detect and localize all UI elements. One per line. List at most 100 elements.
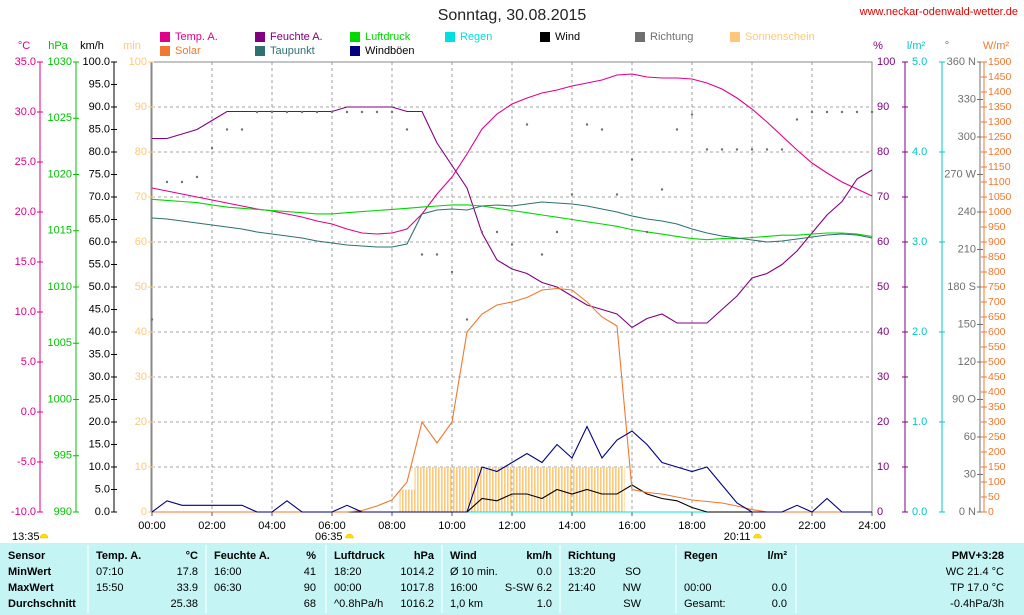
table-cell: hPa [414, 550, 435, 562]
table-cell: 06:30 [214, 582, 242, 594]
direction-dot [690, 113, 694, 116]
y-tick-label: 750 [988, 281, 1006, 293]
y-tick-label: 330 [958, 93, 976, 105]
axis-unit: hPa [48, 40, 68, 52]
table-cell: PMV+3:28 [952, 550, 1004, 562]
source-link[interactable]: www.neckar-odenwald-wetter.de [859, 6, 1018, 18]
y-tick-label: 1250 [988, 131, 1012, 143]
table-cell: Durchschnitt [8, 598, 76, 610]
table-cell: % [306, 550, 316, 562]
direction-dot [465, 318, 469, 321]
x-tick-label: 20:00 [738, 520, 766, 532]
direction-dot [720, 148, 724, 151]
table-cell: 0.0 [537, 566, 552, 578]
sunshine-bar [459, 467, 475, 512]
x-tick-label: 02:00 [198, 520, 226, 532]
direction-dot [705, 148, 709, 151]
table-cell: 00:00 [334, 582, 362, 594]
sunshine-bar [519, 467, 535, 512]
y-tick-label: 0 [988, 506, 994, 518]
legend-swatch [445, 32, 455, 42]
table-cell: TP 17.0 °C [950, 582, 1004, 594]
x-tick-label: 12:00 [498, 520, 526, 532]
y-tick-label: 55.0 [89, 258, 110, 270]
direction-dot [780, 148, 784, 151]
y-tick-label: 30 [964, 468, 976, 480]
axis-unit: W/m² [983, 40, 1010, 52]
y-tick-label: 40 [135, 326, 147, 338]
direction-dot [450, 270, 454, 274]
y-tick-label: 350 [988, 401, 1006, 413]
table-cell: 68 [304, 598, 316, 610]
direction-dot [405, 128, 409, 131]
direction-dot [510, 243, 514, 246]
legend-label: Luftdruck [365, 31, 411, 43]
y-tick-label: 1300 [988, 116, 1012, 128]
y-tick-label: 0 [877, 506, 883, 518]
y-tick-label: 75.0 [89, 168, 110, 180]
direction-dot [825, 110, 829, 114]
table-cell: 41 [304, 566, 316, 578]
table-cell: ^0.8hPa/h [334, 598, 383, 610]
direction-dot [675, 128, 679, 131]
y-tick-label: 80 [877, 146, 889, 158]
y-tick-label: -10.0 [11, 506, 36, 518]
table-cell: 21:40 [568, 582, 596, 594]
y-tick-label: 650 [988, 311, 1006, 323]
table-cell: 16:00 [214, 566, 242, 578]
y-tick-label: 60 [964, 431, 976, 443]
y-tick-label: 10 [135, 461, 147, 473]
legend-label: Taupunkt [270, 45, 315, 57]
y-tick-label: 30.0 [15, 106, 36, 118]
table-cell: Gesamt: [684, 598, 726, 610]
y-tick-label: 20.0 [89, 416, 110, 428]
legend-swatch [255, 46, 265, 56]
y-tick-label: 5.0 [95, 483, 110, 495]
y-tick-label: 300 [988, 416, 1006, 428]
y-tick-label: 30.0 [89, 371, 110, 383]
direction-dot [195, 175, 199, 179]
axis-unit: ° [945, 40, 949, 52]
y-tick-label: 50.0 [89, 281, 110, 293]
y-tick-label: 3.0 [912, 236, 927, 248]
y-tick-label: 950 [988, 221, 1006, 233]
y-tick-label: 60 [877, 236, 889, 248]
y-tick-label: 100 [877, 56, 895, 68]
legend-label: Windböen [365, 45, 415, 57]
sunshine-bar [474, 467, 490, 512]
sunshine-bar [534, 467, 550, 512]
y-tick-label: 180 S [947, 281, 976, 293]
y-tick-label: 40.0 [89, 326, 110, 338]
y-tick-label: 60 [135, 236, 147, 248]
y-tick-label: 15.0 [89, 438, 110, 450]
y-tick-label: 150 [988, 461, 1006, 473]
direction-dot [480, 230, 484, 234]
y-tick-label: 1100 [988, 176, 1011, 188]
legend-swatch [255, 32, 265, 42]
direction-dot [555, 230, 559, 234]
table-cell: 16:00 [450, 582, 478, 594]
y-tick-label: 0.0 [912, 506, 927, 518]
y-tick-label: 80.0 [89, 146, 110, 158]
direction-dot [855, 110, 859, 114]
y-tick-label: 360 N [947, 56, 976, 68]
x-tick-label: 18:00 [678, 520, 706, 532]
direction-dot [180, 180, 184, 184]
direction-dot [210, 147, 214, 150]
x-tick-label: 24:00 [858, 520, 886, 532]
table-cell: Ø 10 min. [450, 566, 498, 578]
y-tick-label: 700 [988, 296, 1006, 308]
legend-label: Sonnenschein [745, 31, 815, 43]
table-cell: 07:10 [96, 566, 124, 578]
y-tick-label: 1010 [48, 281, 72, 293]
y-tick-label: 40 [877, 326, 889, 338]
y-tick-label: 0 [141, 506, 147, 518]
legend-label: Wind [555, 31, 580, 43]
y-tick-label: 1000 [48, 393, 72, 405]
direction-dot [810, 110, 814, 114]
y-tick-label: 90.0 [89, 101, 110, 113]
direction-dot [570, 193, 574, 196]
axis-unit: km/h [80, 40, 104, 52]
table-cell: 1017.8 [400, 582, 434, 594]
y-tick-label: 70 [135, 191, 147, 203]
